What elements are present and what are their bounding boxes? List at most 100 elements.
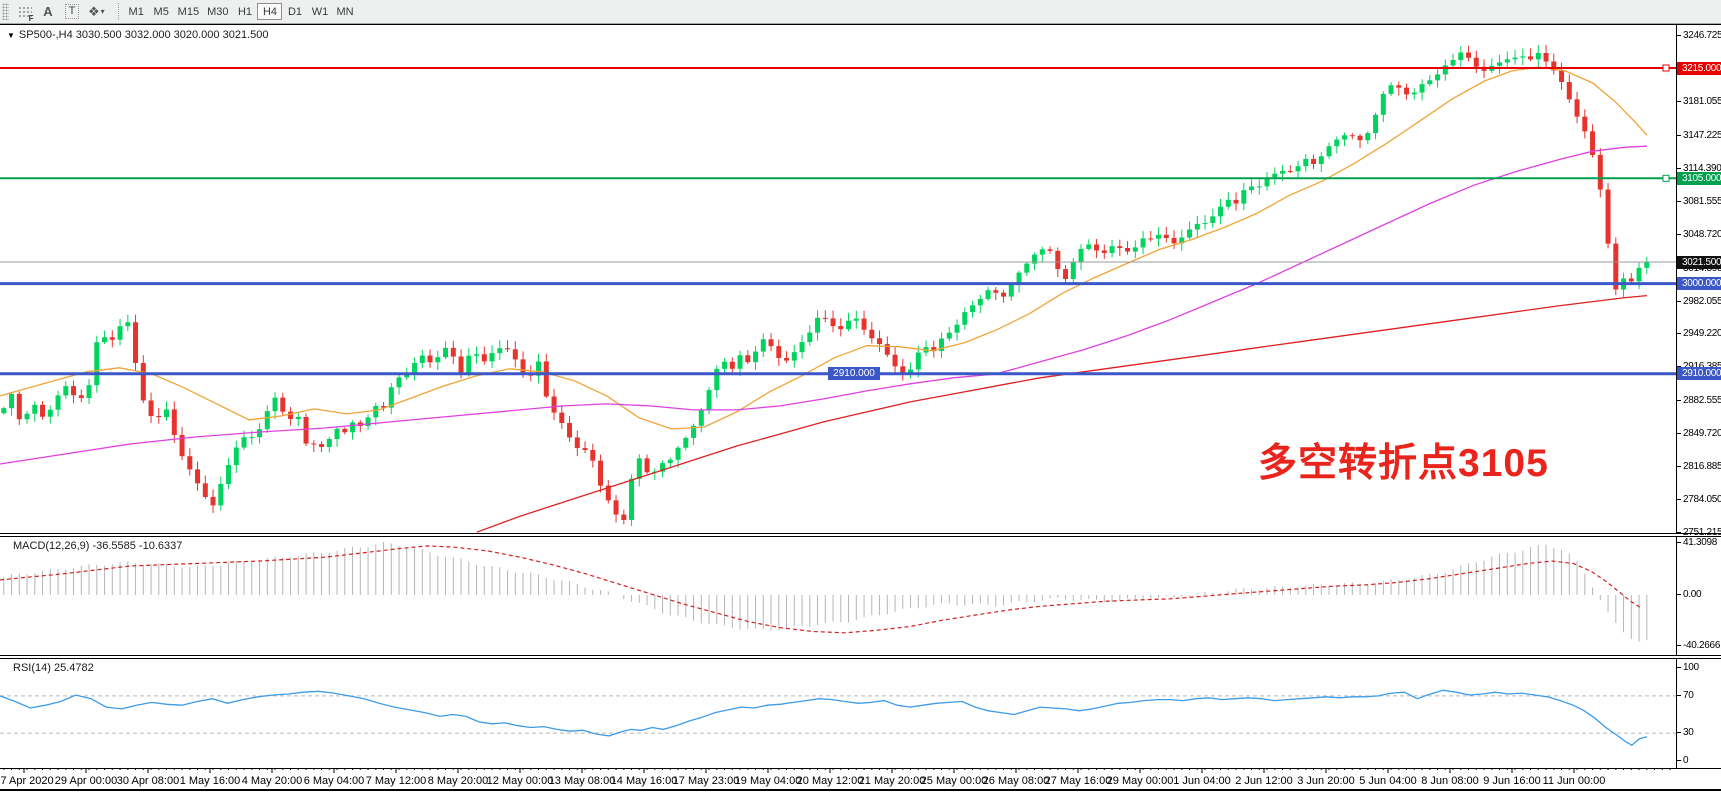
rsi-scale: 100 70 30 0: [1677, 659, 1721, 768]
time-label: 2 Jun 12:00: [1235, 775, 1293, 787]
time-label: 25 May 00:00: [921, 775, 988, 787]
dotted-grid-icon: F: [16, 4, 34, 23]
level-mid-label-2910[interactable]: 2910.000: [828, 367, 880, 381]
price-level-badge-3000.000: 3000.000: [1677, 277, 1721, 291]
time-label: 8 May 20:00: [428, 775, 489, 787]
chevron-down-icon: ▾: [100, 7, 105, 16]
price-tick: 3147.225: [1677, 130, 1721, 141]
time-label: 27 May 16:00: [1045, 775, 1112, 787]
timeframe-toolbar: M1 M5 M15 M30 H1 H4 D1 W1 MN: [124, 3, 358, 20]
symbol-ohlc-label[interactable]: ▼ SP500-,H4 3030.500 3032.000 3020.000 30…: [7, 29, 268, 41]
toolbar-separator: [112, 3, 119, 20]
rsi-tick: 30: [1677, 727, 1694, 738]
time-label: 1 May 16:00: [180, 775, 241, 787]
rsi-line: [0, 689, 1648, 746]
price-tick: 2816.885: [1677, 461, 1721, 472]
price-level-badge-3215.000: 3215.000: [1677, 61, 1721, 75]
time-label: 8 Jun 08:00: [1421, 775, 1479, 787]
price-tick: 2982.055: [1677, 296, 1721, 307]
level-anchor-square[interactable]: [1662, 174, 1670, 182]
ma-fast-orange: [0, 66, 1648, 430]
time-label: 30 Apr 08:00: [117, 775, 179, 787]
price-tick: 2949.220: [1677, 328, 1721, 339]
price-tick: 3246.725: [1677, 30, 1721, 41]
text-label-button[interactable]: T: [61, 3, 83, 21]
rsi-pane-svg[interactable]: [0, 659, 1676, 768]
rsi-indicator-label: RSI(14) 25.4782: [13, 662, 94, 674]
time-label: 19 May 04:00: [735, 775, 802, 787]
macd-tick: -40.2666: [1677, 640, 1720, 651]
time-label: 29 Apr 00:00: [55, 775, 117, 787]
price-tick: 3181.055: [1677, 96, 1721, 107]
expert-grid-button[interactable]: F: [13, 3, 35, 23]
timeframe-M1[interactable]: M1: [124, 3, 149, 20]
macd-indicator-label: MACD(12,26,9) -36.5585 -10.6337: [13, 540, 183, 552]
time-label: 27 Apr 2020: [0, 775, 54, 787]
time-label: 26 May 08:00: [983, 775, 1050, 787]
chart-annotation-text[interactable]: 多空转折点3105: [1258, 442, 1549, 485]
timeframe-MN[interactable]: MN: [332, 3, 357, 20]
toolbar-drag-handle[interactable]: [2, 3, 9, 20]
price-tick: 2849.720: [1677, 428, 1721, 439]
font-button[interactable]: A: [37, 3, 59, 21]
time-label: 14 May 16:00: [611, 775, 678, 787]
level-anchor-square[interactable]: [1662, 64, 1670, 72]
time-label: 11 Jun 00:00: [1543, 775, 1606, 787]
price-scale: 3246.725 3181.055 3147.225 3114.390 3081.555…: [1677, 25, 1721, 538]
time-label: 7 May 12:00: [366, 775, 427, 787]
timeframe-H1[interactable]: H1: [232, 3, 257, 20]
time-label: 4 May 20:00: [242, 775, 303, 787]
time-label: 1 Jun 04:00: [1173, 775, 1231, 787]
time-label: 3 Jun 20:00: [1297, 775, 1355, 787]
macd-signal-line: [0, 545, 1642, 634]
price-tick: 3114.390: [1677, 163, 1721, 174]
price-tick: 3081.555: [1677, 196, 1721, 207]
font-a-icon: A: [43, 4, 53, 19]
pane-separator-macd-rsi[interactable]: [0, 655, 1721, 659]
timeframe-D1[interactable]: D1: [282, 3, 307, 20]
ma-slow-red: [476, 294, 1648, 533]
time-label: 20 May 12:00: [797, 775, 864, 787]
time-label: 29 May 00:00: [1107, 775, 1174, 787]
price-scale-separator: [1676, 24, 1677, 768]
price-level-badge-3021.500: 3021.500: [1677, 255, 1721, 269]
toolbar: F A T ❖ ▾ M1 M5 M15 M30 H1 H4 D1 W1 MN: [0, 0, 1721, 24]
timeframe-H4[interactable]: H4: [257, 3, 283, 20]
cursor-tools-button[interactable]: ❖ ▾: [85, 3, 108, 21]
time-label: 17 May 23:00: [673, 775, 740, 787]
price-tick: 3048.720: [1677, 229, 1721, 240]
macd-scale: 41.3098 0.00 -40.2666: [1677, 537, 1721, 655]
time-label: 5 Jun 04:00: [1359, 775, 1417, 787]
time-label: 12 May 00:00: [487, 775, 554, 787]
macd-histogram: [3, 542, 1648, 642]
rsi-tick: 70: [1677, 690, 1694, 701]
time-label: 21 May 20:00: [859, 775, 926, 787]
candles: [1, 45, 1650, 526]
ma-mid-magenta: [0, 145, 1648, 465]
pane-separator-main-macd[interactable]: [0, 533, 1721, 537]
price-tick: 2751.215: [1677, 527, 1721, 538]
bottom-frame-line: [0, 789, 1721, 791]
cursor-tools-icon: ❖: [88, 3, 100, 19]
price-tick: 2882.555: [1677, 395, 1721, 406]
main-chart-svg[interactable]: [0, 25, 1676, 533]
timeframe-W1[interactable]: W1: [307, 3, 332, 20]
rsi-tick: 0: [1677, 755, 1689, 766]
timeframe-M15[interactable]: M15: [174, 3, 203, 20]
macd-tick: 41.3098: [1677, 537, 1717, 548]
timeframe-M5[interactable]: M5: [149, 3, 174, 20]
time-label: 13 May 08:00: [549, 775, 616, 787]
price-tick: 2784.050: [1677, 494, 1721, 505]
price-level-badge-3105.000: 3105.000: [1677, 171, 1721, 185]
time-label: 9 Jun 16:00: [1483, 775, 1541, 787]
macd-pane-svg[interactable]: [0, 537, 1676, 655]
time-axis[interactable]: 27 Apr 2020 29 Apr 00:00 30 Apr 08:00 1 May…: [0, 768, 1721, 794]
chart-top-border: [0, 24, 1721, 25]
symbol-ohlc-text: SP500-,H4 3030.500 3032.000 3020.000 302…: [18, 29, 269, 41]
price-tick: 2916.385: [1677, 361, 1721, 372]
chart-dropdown-icon[interactable]: ▼: [7, 31, 15, 40]
price-level-badge-2910.000: 2910.000: [1677, 367, 1721, 381]
timeframe-M30[interactable]: M30: [203, 3, 232, 20]
rsi-tick: 100: [1677, 662, 1699, 673]
